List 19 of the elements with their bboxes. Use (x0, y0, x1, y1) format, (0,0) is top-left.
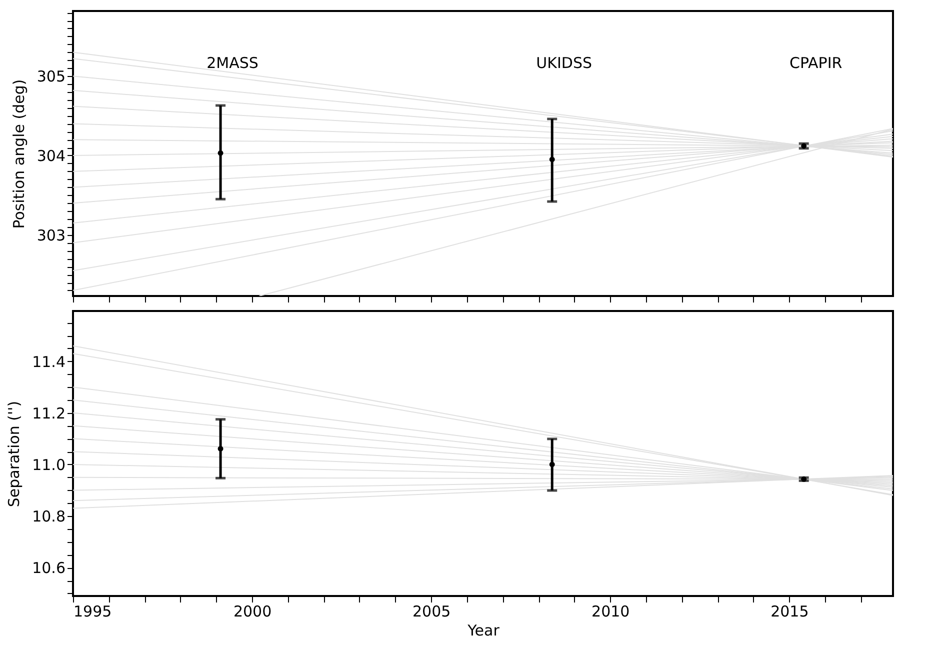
annotation: 2MASS (206, 54, 258, 72)
y-axis-title: Position angle (deg) (10, 79, 28, 229)
x-tick-label: 2010 (592, 602, 630, 620)
x-tick-label: 1995 (74, 602, 112, 620)
y-tick-label: 303 (36, 226, 66, 244)
y-tick-label: 10.6 (32, 559, 66, 578)
y-tick-label: 305 (36, 68, 66, 86)
y-tick-label: 10.8 (32, 508, 66, 526)
x-axis-title: Year (466, 622, 500, 640)
annotation: CPAPIR (789, 54, 842, 72)
y-tick-label: 304 (36, 146, 66, 165)
annotation: UKIDSS (536, 54, 592, 72)
y-tick-label: 11.4 (32, 352, 66, 371)
x-tick-label: 2005 (412, 602, 451, 620)
x-tick-label: 2015 (770, 602, 809, 620)
x-tick-label: 2000 (233, 602, 272, 620)
y-axis-title: Separation ('') (5, 400, 24, 508)
y-tick-label: 11.2 (32, 404, 66, 422)
y-tick-label: 11.0 (32, 456, 66, 474)
